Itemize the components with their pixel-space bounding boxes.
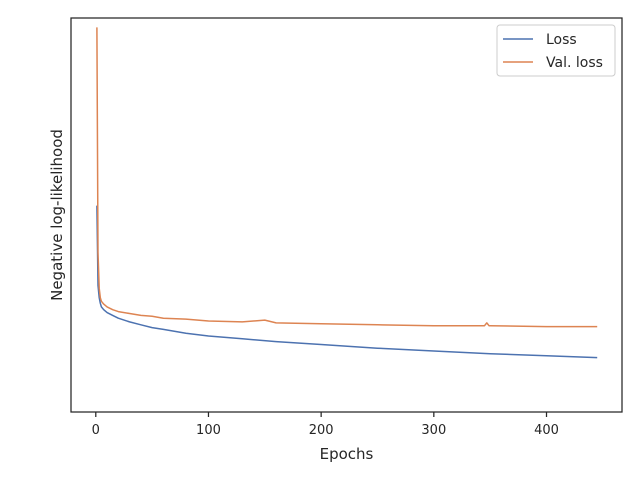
x-axis-ticks: 0 100 200 300 400 bbox=[92, 412, 559, 438]
plot-frame bbox=[70, 17, 623, 413]
series-line-val-loss bbox=[96, 27, 598, 328]
series-line-loss bbox=[96, 205, 598, 359]
y-axis-label: Negative log-likelihood bbox=[48, 129, 66, 301]
legend-box bbox=[496, 24, 616, 77]
x-tick-label: 200 bbox=[309, 423, 334, 438]
series-layer bbox=[96, 27, 598, 359]
x-tick-label: 300 bbox=[421, 423, 446, 438]
legend-label-loss: Loss bbox=[546, 32, 577, 48]
x-tick-label: 0 bbox=[92, 423, 100, 438]
plot-area bbox=[70, 17, 623, 413]
x-axis-label: Epochs bbox=[320, 445, 374, 463]
legend-label-val-loss: Val. loss bbox=[546, 55, 603, 71]
x-tick-label: 400 bbox=[534, 423, 559, 438]
legend: Loss Val. loss bbox=[496, 24, 616, 77]
x-tick-label: 100 bbox=[196, 423, 221, 438]
